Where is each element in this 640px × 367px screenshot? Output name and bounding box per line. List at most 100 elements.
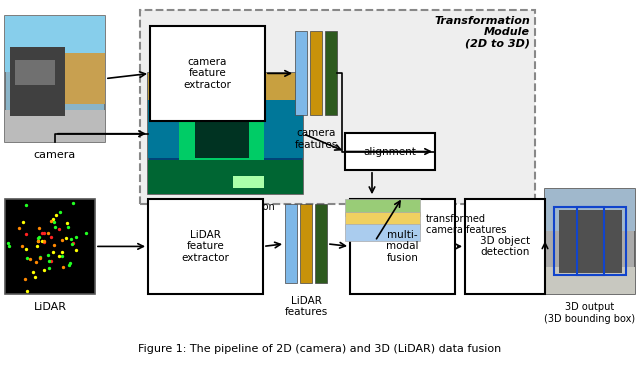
Point — [68, 240, 78, 246]
Point — [58, 265, 68, 270]
Bar — [295, 32, 307, 115]
Bar — [140, 11, 535, 204]
Bar — [310, 32, 322, 115]
Bar — [345, 224, 420, 241]
Point — [26, 256, 36, 262]
Text: camera
feature
extractor: camera feature extractor — [184, 57, 232, 90]
Point — [22, 288, 32, 294]
Text: multi-
modal
fusion: multi- modal fusion — [387, 230, 419, 263]
Point — [21, 231, 31, 237]
Point — [33, 225, 44, 231]
Text: Figure 1: The pipeline of 2D (camera) and 3D (LiDAR) data fusion: Figure 1: The pipeline of 2D (camera) an… — [138, 344, 502, 354]
Text: LiDAR: LiDAR — [33, 302, 67, 312]
Point — [63, 262, 74, 268]
Point — [30, 274, 40, 280]
Point — [61, 235, 71, 241]
Point — [61, 220, 72, 226]
Point — [54, 226, 65, 232]
Point — [35, 255, 45, 261]
Point — [43, 252, 53, 258]
Bar — [545, 268, 635, 294]
Point — [33, 235, 43, 241]
Bar — [65, 54, 105, 104]
Bar — [545, 189, 635, 231]
Point — [46, 258, 56, 264]
Point — [17, 243, 28, 248]
Point — [44, 265, 54, 270]
Point — [38, 238, 49, 244]
Bar — [315, 204, 327, 283]
Point — [63, 224, 74, 230]
Point — [21, 202, 31, 208]
Text: 3D object
detection: 3D object detection — [480, 236, 530, 257]
Bar — [148, 73, 303, 158]
Bar — [233, 176, 264, 188]
Point — [21, 246, 31, 252]
Point — [48, 216, 58, 222]
Bar — [5, 16, 105, 142]
Bar — [148, 73, 303, 100]
Point — [36, 238, 47, 244]
Point — [28, 269, 38, 275]
Bar — [559, 210, 621, 273]
Point — [68, 200, 78, 206]
Point — [57, 237, 67, 243]
Bar — [148, 160, 303, 194]
Text: LiDAR
features: LiDAR features — [284, 296, 328, 317]
Point — [38, 230, 49, 236]
Point — [67, 241, 77, 247]
Point — [81, 230, 92, 236]
Text: camera: camera — [34, 150, 76, 160]
Point — [58, 252, 68, 258]
Point — [44, 258, 54, 264]
Bar — [350, 199, 455, 294]
Point — [46, 218, 56, 224]
Point — [43, 230, 53, 236]
Point — [14, 225, 24, 231]
Bar — [15, 60, 55, 85]
Point — [39, 267, 49, 273]
Bar — [465, 199, 545, 294]
Point — [20, 276, 30, 282]
Point — [35, 254, 45, 260]
Bar — [345, 133, 435, 170]
Point — [51, 212, 61, 218]
Point — [72, 247, 82, 252]
Point — [3, 240, 13, 246]
Point — [38, 239, 49, 245]
Point — [54, 252, 64, 258]
Point — [34, 234, 44, 240]
Point — [49, 243, 59, 248]
Point — [66, 236, 76, 242]
Bar — [5, 16, 105, 72]
Point — [65, 260, 76, 266]
Text: Transformation
Module
(2D to 3D): Transformation Module (2D to 3D) — [435, 16, 530, 49]
Point — [4, 243, 14, 249]
Point — [47, 249, 58, 255]
Text: camera
features: camera features — [294, 128, 338, 149]
Point — [71, 234, 81, 240]
Bar — [285, 204, 297, 283]
Bar — [148, 73, 303, 194]
Bar — [179, 98, 264, 164]
Point — [50, 224, 60, 230]
Point — [45, 234, 56, 240]
Point — [37, 230, 47, 236]
Bar — [10, 47, 65, 116]
Text: 3D output
(3D bounding box): 3D output (3D bounding box) — [545, 302, 636, 324]
Bar — [195, 103, 249, 158]
Bar — [345, 199, 420, 216]
Point — [32, 243, 42, 249]
Point — [33, 238, 43, 244]
Text: alignment: alignment — [364, 146, 417, 156]
Text: LiDAR
feature
extractor: LiDAR feature extractor — [182, 230, 229, 263]
Text: 2D LiDAR Projection: 2D LiDAR Projection — [177, 202, 275, 212]
Point — [22, 255, 32, 261]
Bar — [150, 26, 265, 121]
Point — [30, 259, 40, 265]
Point — [49, 219, 59, 225]
Point — [57, 248, 67, 254]
Bar — [148, 199, 263, 294]
Bar — [554, 207, 604, 275]
Point — [55, 209, 65, 215]
